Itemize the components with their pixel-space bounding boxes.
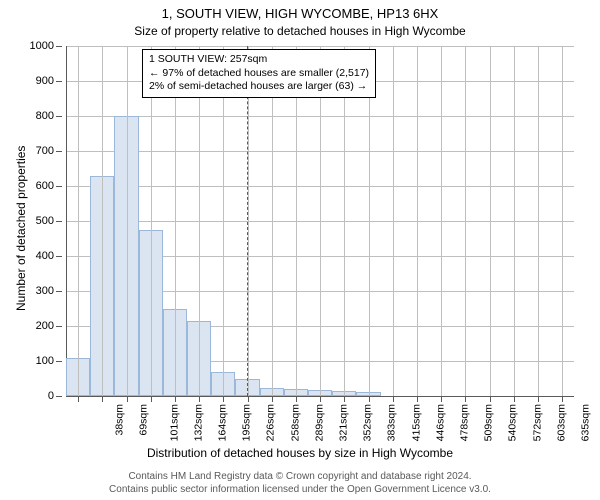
y-tick — [56, 186, 62, 187]
y-axis-label: Number of detached properties — [14, 146, 28, 311]
footnote-line: Contains public sector information licen… — [0, 484, 600, 497]
annotation-line: 2% of semi-detached houses are larger (6… — [149, 80, 369, 94]
gridline-v — [393, 46, 394, 396]
x-tick-label: 38sqm — [114, 404, 126, 436]
footnote: Contains HM Land Registry data © Crown c… — [0, 471, 600, 496]
y-tick — [56, 221, 62, 222]
annotation-box: 1 SOUTH VIEW: 257sqm← 97% of detached ho… — [142, 49, 376, 98]
x-tick — [562, 396, 563, 402]
y-tick — [56, 361, 62, 362]
y-tick — [56, 116, 62, 117]
gridline-v — [538, 46, 539, 396]
chart-subtitle: Size of property relative to detached ho… — [0, 24, 600, 38]
gridline-v — [175, 46, 176, 396]
gridline-v — [272, 46, 273, 396]
chart-title: 1, SOUTH VIEW, HIGH WYCOMBE, HP13 6HX — [0, 6, 600, 21]
gridline-v — [102, 46, 103, 396]
x-tick-label: 540sqm — [507, 404, 519, 441]
x-tick-label: 321sqm — [337, 404, 349, 441]
x-tick-label: 101sqm — [168, 404, 180, 441]
y-tick — [56, 326, 62, 327]
x-tick-label: 352sqm — [361, 404, 373, 441]
y-tick — [56, 151, 62, 152]
y-tick-label: 600 — [36, 180, 54, 192]
annotation-line: ← 97% of detached houses are smaller (2,… — [149, 67, 369, 81]
x-tick-label: 289sqm — [313, 404, 325, 441]
x-tick-label: 603sqm — [555, 404, 567, 441]
x-tick — [465, 396, 466, 402]
y-tick-label: 100 — [36, 355, 54, 367]
x-tick-label: 572sqm — [531, 404, 543, 441]
y-tick-label: 0 — [48, 390, 54, 402]
x-tick — [393, 396, 394, 402]
gridline-v — [296, 46, 297, 396]
x-tick-label: 258sqm — [289, 404, 301, 441]
x-tick — [151, 396, 152, 402]
gridline-v — [441, 46, 442, 396]
y-tick — [56, 46, 62, 47]
y-tick — [56, 291, 62, 292]
x-tick — [127, 396, 128, 402]
x-axis-label: Distribution of detached houses by size … — [0, 446, 600, 460]
gridline-v — [78, 46, 79, 396]
x-tick-label: 383sqm — [386, 404, 398, 441]
x-tick — [272, 396, 273, 402]
x-tick-label: 446sqm — [434, 404, 446, 441]
y-axis-line — [66, 46, 67, 396]
x-tick — [490, 396, 491, 402]
figure: { "header": { "title1": "1, SOUTH VIEW, … — [0, 0, 600, 500]
x-tick — [320, 396, 321, 402]
y-tick-label: 800 — [36, 110, 54, 122]
x-tick — [78, 396, 79, 402]
y-tick-label: 400 — [36, 250, 54, 262]
gridline-v — [562, 46, 563, 396]
y-tick-label: 1000 — [30, 40, 54, 52]
x-tick-label: 69sqm — [138, 404, 150, 436]
y-tick-label: 500 — [36, 215, 54, 227]
x-tick — [417, 396, 418, 402]
reference-line — [247, 46, 248, 396]
gridline-v — [127, 46, 128, 396]
x-tick — [369, 396, 370, 402]
y-tick — [56, 81, 62, 82]
x-tick-label: 509sqm — [482, 404, 494, 441]
y-tick — [56, 396, 62, 397]
y-tick — [56, 256, 62, 257]
y-tick-label: 900 — [36, 75, 54, 87]
gridline-v — [490, 46, 491, 396]
x-tick-label: 635sqm — [579, 404, 591, 441]
x-tick — [175, 396, 176, 402]
footnote-line: Contains HM Land Registry data © Crown c… — [0, 471, 600, 484]
x-tick — [102, 396, 103, 402]
x-tick — [223, 396, 224, 402]
x-tick — [441, 396, 442, 402]
x-tick — [199, 396, 200, 402]
gridline-v — [320, 46, 321, 396]
gridline-v — [465, 46, 466, 396]
x-tick-label: 478sqm — [458, 404, 470, 441]
gridline-v — [344, 46, 345, 396]
plot-area: 0100200300400500600700800900100038sqm69s… — [66, 46, 574, 396]
gridline-v — [369, 46, 370, 396]
x-tick-label: 132sqm — [192, 404, 204, 441]
x-tick — [514, 396, 515, 402]
x-tick — [538, 396, 539, 402]
gridline-v — [223, 46, 224, 396]
y-tick-label: 300 — [36, 285, 54, 297]
x-tick — [296, 396, 297, 402]
gridline-v — [514, 46, 515, 396]
x-tick-label: 164sqm — [216, 404, 228, 441]
x-tick — [344, 396, 345, 402]
y-tick-label: 200 — [36, 320, 54, 332]
y-tick-label: 700 — [36, 145, 54, 157]
gridline-v — [417, 46, 418, 396]
x-tick-label: 195sqm — [240, 404, 252, 441]
x-tick-label: 415sqm — [410, 404, 422, 441]
annotation-line: 1 SOUTH VIEW: 257sqm — [149, 53, 369, 67]
x-tick — [248, 396, 249, 402]
gridline-v — [151, 46, 152, 396]
gridline-v — [199, 46, 200, 396]
x-tick-label: 226sqm — [265, 404, 277, 441]
